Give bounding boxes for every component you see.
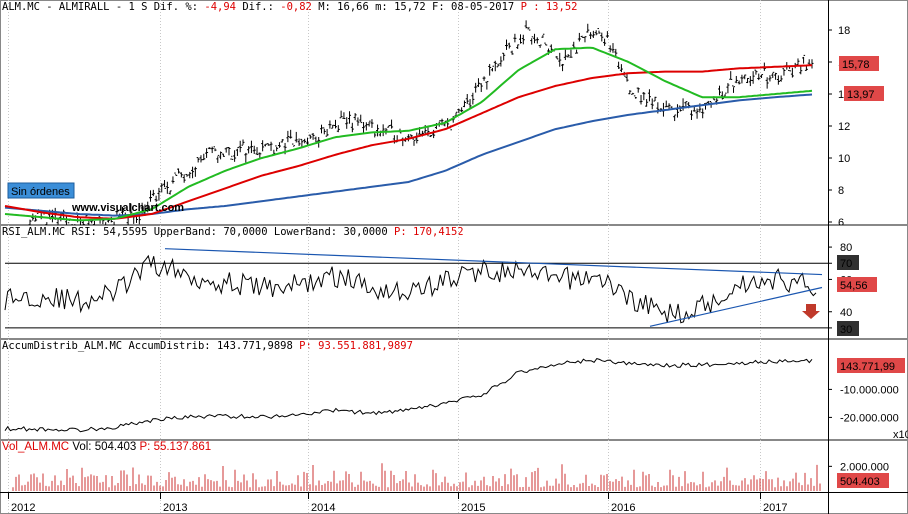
price-badge-blue: 13,97 <box>847 89 875 101</box>
price-tick-label: 8 <box>838 185 844 197</box>
date-label: 2016 <box>611 502 635 514</box>
rsi-tick-label: 40 <box>840 307 852 319</box>
symbol: ALM.MC <box>2 1 40 13</box>
rsi-value: 54,5595 <box>103 226 148 238</box>
watermark: www.visualchart.com <box>71 202 184 214</box>
orders-badge-bg <box>7 182 75 199</box>
ad-pane[interactable]: AccumDistrib_ALM.MC AccumDistrib: 143.77… <box>0 339 908 440</box>
ad-scale: x10 <box>893 429 908 440</box>
price-tick-label: 12 <box>838 121 850 133</box>
date-label: 2014 <box>311 502 335 514</box>
price-tick-label: 10 <box>838 153 850 165</box>
ma-blue-line <box>4 93 813 217</box>
rsi-badge: 54,56 <box>840 280 868 292</box>
ma-red-line <box>4 64 813 220</box>
price-tick-label: 18 <box>838 25 850 37</box>
ad-badge-bg <box>837 358 905 373</box>
vol-tick-label: 2.000.000 <box>840 461 889 473</box>
date-label: 2015 <box>461 502 485 514</box>
ad-chart: -10.000.000 -20.000.000 143.771,99 x10 <box>0 339 908 440</box>
dif-pct-value: -4,94 <box>204 1 236 13</box>
rsi-badge-bg <box>837 277 877 292</box>
rsi-line <box>4 254 817 324</box>
rsi-badge-30: 30 <box>840 324 852 336</box>
rsi-trendline-upper <box>164 248 823 276</box>
max-value: 16,66 <box>337 1 369 13</box>
date-label: 2013 <box>163 502 187 514</box>
ma-green-line <box>4 46 813 222</box>
rsi-badge-30-bg <box>837 321 859 336</box>
volume-chart: 2.000.000 504.403 2012 2013 2014 2015 2016 2017 <box>0 440 908 514</box>
date-label: 2017 <box>763 502 787 514</box>
price-badge-red-bg <box>839 56 879 71</box>
price-badge-red: 15,78 <box>842 59 870 71</box>
period: 1 S <box>128 1 148 13</box>
vol-badge-bg <box>837 473 889 488</box>
company-name: ALMIRALL <box>58 1 110 13</box>
price-badge-blue-bg <box>844 86 884 101</box>
vol-value: 504.403 <box>94 441 137 453</box>
price-value: 13,52 <box>545 1 578 13</box>
orders-badge: Sin órdenes <box>11 186 70 198</box>
ad-badge: 143.771,99 <box>840 361 895 373</box>
vol-badge: 504.403 <box>840 476 880 488</box>
date-value: 08-05-2017 <box>451 1 515 13</box>
ad-tick-label: -20.000.000 <box>840 412 899 424</box>
price-tick-label: 6 <box>838 217 844 225</box>
rsi-tick-label: 80 <box>840 242 852 254</box>
vol-header: Vol_ALM.MC Vol: 504.403 P: 55.137.861 <box>2 441 212 453</box>
min-value: 15,72 <box>394 1 426 13</box>
ad-tick-label: -10.000.000 <box>840 384 899 396</box>
price-pane[interactable]: ALM.MC - ALMIRALL - 1 S Dif. %: -4,94 Di… <box>0 0 908 225</box>
rsi-badge-70: 70 <box>840 258 852 270</box>
ad-line <box>4 358 813 433</box>
pane-border <box>0 0 908 225</box>
date-label: 2012 <box>11 502 35 514</box>
sell-arrow-icon <box>802 304 820 319</box>
ad-value: 143.771,9898 <box>216 340 293 352</box>
rsi-badge-70-bg <box>837 255 859 270</box>
rsi-header: RSI_ALM.MC RSI: 54,5595 UpperBand: 70,00… <box>2 226 464 238</box>
rsi-trendline-lower <box>649 286 823 327</box>
rsi-pane[interactable]: RSI_ALM.MC RSI: 54,5595 UpperBand: 70,00… <box>0 225 908 339</box>
volume-pane[interactable]: Vol_ALM.MC Vol: 504.403 P: 55.137.861 2.… <box>0 440 908 514</box>
dif-value: -0,82 <box>280 1 312 13</box>
